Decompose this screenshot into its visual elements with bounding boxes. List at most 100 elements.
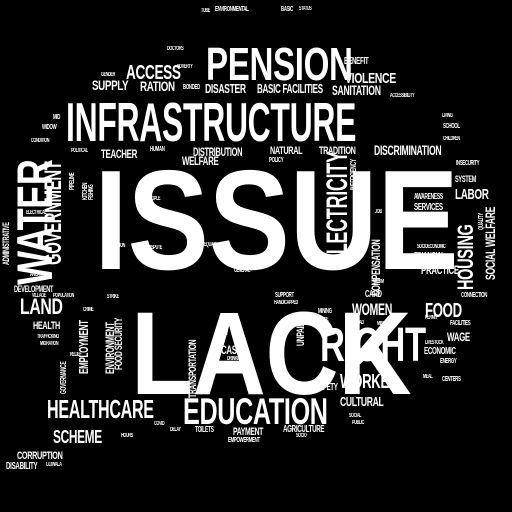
cloud-word-socio-economic: SOCIOECONOMIC <box>417 244 446 250</box>
cloud-word-empowerment: EMPOWERMENT <box>228 437 260 444</box>
cloud-word-status: STATUS <box>299 6 312 12</box>
cloud-word-pension: PENSION <box>206 38 353 90</box>
cloud-word-social-welfare: SOCIAL WELFARE <box>482 206 498 280</box>
cloud-word-mining: MINING <box>318 308 332 315</box>
cloud-word-people: PEOPLE <box>147 196 161 202</box>
cloud-word-gender: GENDER <box>101 72 116 78</box>
cloud-word-welfare: WELFARE <box>182 154 219 168</box>
cloud-word-infrastructure: INFRASTRUCTURE <box>66 91 357 153</box>
cloud-word-disability: DISABILITY <box>6 461 38 472</box>
cloud-word-environmental: ENVIRONMENTAL <box>215 6 249 13</box>
cloud-word-economic: ECONOMIC <box>424 346 456 357</box>
cloud-word-inefficiency: INEFFICIENCY <box>349 159 358 190</box>
cloud-word-road: ROAD <box>354 320 364 326</box>
cloud-word-religious: RELIGIOUS <box>416 213 438 220</box>
cloud-word-women: WOMEN <box>352 300 393 319</box>
cloud-word-healthcare: HEALTHCARE <box>47 394 154 424</box>
cloud-word-anganwadi: ANGANWADI <box>30 272 51 278</box>
cloud-word-access: ACCESS <box>126 62 181 84</box>
cloud-word-ujjwala: UJJWALA <box>46 462 62 468</box>
cloud-word-food: FOOD <box>425 300 462 322</box>
cloud-word-benefit: BENEFIT <box>344 56 369 67</box>
cloud-word-food-security: FOOD SECURITY <box>113 317 125 370</box>
cloud-word-crime: CRIME <box>83 307 94 313</box>
cloud-word-worker: WORKER <box>340 371 399 393</box>
cloud-word-gas: GAS <box>271 231 279 237</box>
cloud-word-financial: FINANCIAL <box>414 251 445 262</box>
cloud-word-mid: MID <box>53 114 61 121</box>
cloud-word-electrical: ELECTRICAL <box>26 210 47 216</box>
cloud-word-centers: CENTERS <box>442 376 461 383</box>
cloud-word-governance: GOVERNANCE <box>59 361 68 394</box>
cloud-word-insecurity: INSECURITY <box>456 160 480 167</box>
cloud-word-belief: BELIEF <box>219 366 231 372</box>
cloud-word-sanitation: SANITATION <box>332 82 381 98</box>
cloud-word-fishing: FISHING <box>88 184 95 200</box>
cloud-word-lack: LACK <box>131 288 412 420</box>
cloud-word-village: VILLAGE <box>32 293 46 299</box>
cloud-word-land: LAND <box>20 294 63 319</box>
cloud-word-relief: RELIEF <box>70 352 82 358</box>
cloud-word-adequate: INADEQUATE <box>196 242 218 248</box>
cloud-word-basic-facilities: BASIC FACILITIES <box>257 81 323 96</box>
cloud-word-socio: SOCIO <box>296 433 307 439</box>
cloud-word-support: SUPPORT <box>275 292 294 299</box>
cloud-word-unpaid: UNPAID <box>295 322 307 346</box>
cloud-word-health: HEALTH <box>33 320 60 332</box>
cloud-word-government: GOVERNMENT <box>40 161 67 265</box>
cloud-word-issue: ISSUE <box>94 141 459 300</box>
cloud-word-permit: PERMIT <box>425 315 438 321</box>
cloud-word-political: POLITICAL <box>71 148 88 154</box>
cloud-word-family: FAMILY <box>104 227 116 233</box>
cloud-word-population: POPULATION <box>53 293 75 299</box>
cloud-word-victim: VICTIM <box>373 279 384 285</box>
cloud-word-doctors: DOCTORS <box>167 46 184 52</box>
cloud-word-acquisition: ACQUISITION <box>104 243 125 249</box>
cloud-word-corruption: CORRUPTION <box>17 450 63 462</box>
cloud-word-administrative: ADMINISTRATIVE <box>1 222 11 265</box>
cloud-word-toilets: TOILETS <box>195 425 214 434</box>
cloud-word-meal: MEAL <box>423 374 433 380</box>
cloud-word-connection: CONNECTION <box>461 292 488 299</box>
cloud-word-bonded: BONDED <box>183 84 200 91</box>
cloud-word-cultural: CULTURAL <box>340 394 384 409</box>
cloud-word-delay: DELAY <box>170 427 181 433</box>
cloud-word-distribution: DISTRIBUTION <box>193 145 243 159</box>
cloud-word-living: LIVING <box>442 113 453 119</box>
cloud-word-basic: BASIC <box>281 6 293 13</box>
cloud-word-condition: CONDITION <box>31 138 50 144</box>
cloud-word-violence: VIOLENCE <box>345 70 396 87</box>
cloud-word-natural: NATURAL <box>270 145 303 157</box>
cloud-word-general: GENERAL <box>234 268 251 274</box>
cloud-word-sports: SPORTS <box>236 260 250 266</box>
cloud-word-facilities: FACILITIES <box>450 320 471 327</box>
cloud-word-widow: WIDOW <box>42 124 57 131</box>
cloud-word-scheme: SCHEME <box>53 427 102 447</box>
cloud-word-migration: MIGRATION <box>40 341 59 347</box>
cloud-word-trafficking: TRAFFICKING <box>37 334 59 340</box>
cloud-word-minister: MINISTER <box>377 321 393 327</box>
cloud-word-payment: PAYMENT <box>233 426 264 438</box>
cloud-word-safety: SAFETY <box>315 382 338 393</box>
cloud-word-covid: COVID <box>154 421 165 427</box>
cloud-word-development: DEVELOPMENT <box>14 284 54 294</box>
cloud-word-tube: TUBE <box>201 8 210 14</box>
cloud-word-practice: PRACTICE <box>421 263 459 277</box>
cloud-word-job: JOB <box>375 209 382 215</box>
cloud-word-labor: LABOR <box>455 186 489 203</box>
cloud-word-quality: QUALITY <box>478 213 485 230</box>
cloud-word-wel-dispute: DISPUTE <box>148 245 162 251</box>
cloud-word-drinking: DRINKING <box>227 356 243 362</box>
cloud-word-right: RIGHT <box>320 319 426 372</box>
cloud-word-children: CHILDREN <box>443 136 460 142</box>
cloud-word-policy: POLICY <box>269 157 284 164</box>
cloud-word-compensation: COMPENSATION <box>369 239 383 296</box>
cloud-word-hours: HOURS <box>121 433 133 439</box>
cloud-word-agriculture: AGRICULTURE <box>283 424 325 435</box>
cloud-word-employment: EMPLOYMENT <box>76 320 91 374</box>
cloud-word-teacher: TEACHER <box>101 147 137 161</box>
cloud-word-duty: DUTY <box>219 331 228 337</box>
cloud-word-housing: HOUSING <box>453 224 478 290</box>
cloud-word-tradition: TRADITION <box>319 145 356 157</box>
cloud-word-wage: WAGE <box>447 330 470 344</box>
